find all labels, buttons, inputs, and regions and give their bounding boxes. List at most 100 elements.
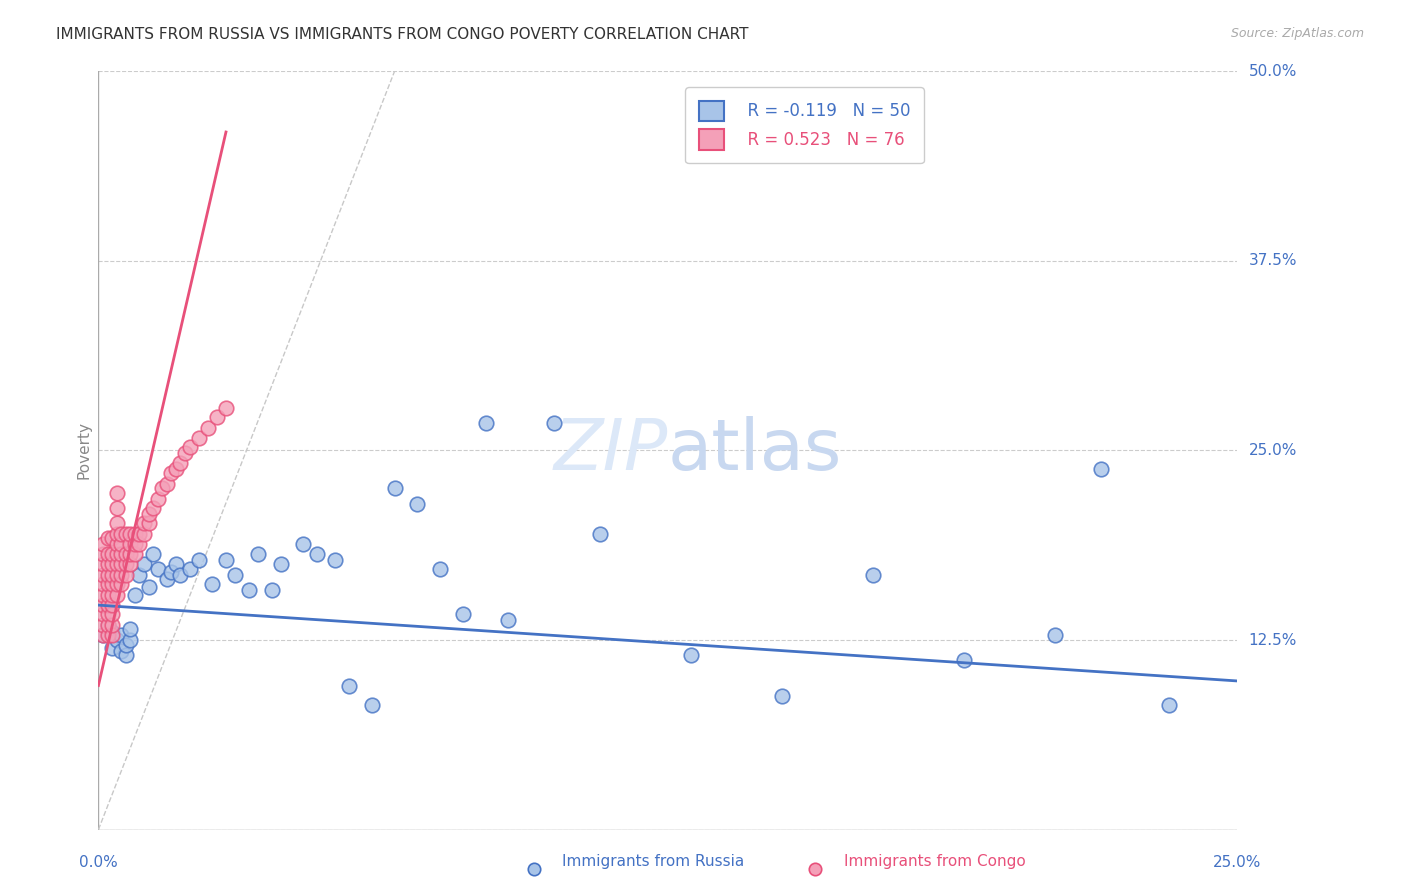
Point bbox=[238, 582, 260, 597]
Point bbox=[114, 648, 136, 662]
Point bbox=[307, 547, 329, 561]
Point bbox=[679, 648, 702, 662]
Point bbox=[160, 565, 183, 579]
Point bbox=[124, 588, 146, 602]
Point bbox=[105, 567, 128, 582]
Point bbox=[124, 547, 146, 561]
Point bbox=[105, 501, 128, 516]
Point bbox=[96, 617, 118, 632]
Point bbox=[804, 862, 827, 876]
Point bbox=[110, 577, 132, 591]
Point bbox=[110, 643, 132, 657]
Point bbox=[120, 526, 142, 541]
Text: 0.0%: 0.0% bbox=[79, 855, 118, 870]
Point bbox=[91, 598, 114, 612]
Point bbox=[101, 640, 124, 655]
Point bbox=[101, 607, 124, 622]
Point bbox=[120, 547, 142, 561]
Text: atlas: atlas bbox=[668, 416, 842, 485]
Point bbox=[91, 607, 114, 622]
Point bbox=[114, 526, 136, 541]
Point bbox=[110, 567, 132, 582]
Point bbox=[105, 526, 128, 541]
Point bbox=[474, 416, 496, 430]
Point bbox=[128, 567, 150, 582]
Point bbox=[138, 516, 160, 531]
Point bbox=[160, 467, 183, 481]
Point bbox=[165, 557, 187, 572]
Point bbox=[114, 567, 136, 582]
Text: 25.0%: 25.0% bbox=[1213, 855, 1261, 870]
Point bbox=[246, 547, 269, 561]
Point bbox=[1043, 628, 1066, 642]
Point bbox=[142, 547, 165, 561]
Point bbox=[323, 552, 346, 566]
Point bbox=[215, 401, 238, 415]
Point bbox=[451, 607, 474, 622]
Point bbox=[124, 537, 146, 551]
Text: 50.0%: 50.0% bbox=[1249, 64, 1296, 78]
Point bbox=[101, 625, 124, 640]
Point bbox=[146, 491, 169, 506]
Point bbox=[165, 461, 187, 475]
Point bbox=[205, 410, 228, 425]
Point bbox=[138, 580, 160, 594]
Point bbox=[128, 537, 150, 551]
Point bbox=[292, 537, 315, 551]
Point bbox=[270, 557, 292, 572]
Point bbox=[96, 598, 118, 612]
Point bbox=[114, 638, 136, 652]
Point bbox=[96, 532, 118, 546]
Point bbox=[150, 482, 173, 496]
Point bbox=[96, 628, 118, 642]
Point bbox=[114, 547, 136, 561]
Point bbox=[105, 633, 128, 648]
Point bbox=[174, 446, 197, 460]
Point bbox=[91, 617, 114, 632]
Point bbox=[120, 537, 142, 551]
Point bbox=[91, 567, 114, 582]
Point bbox=[101, 598, 124, 612]
Point bbox=[179, 562, 201, 576]
Point bbox=[105, 547, 128, 561]
Point bbox=[96, 617, 118, 632]
Point bbox=[953, 653, 976, 667]
Point bbox=[132, 557, 155, 572]
Point bbox=[101, 532, 124, 546]
Text: 37.5%: 37.5% bbox=[1249, 253, 1296, 268]
Point bbox=[96, 577, 118, 591]
Point bbox=[114, 557, 136, 572]
Point bbox=[197, 421, 219, 435]
Point bbox=[224, 567, 246, 582]
Text: IMMIGRANTS FROM RUSSIA VS IMMIGRANTS FROM CONGO POVERTY CORRELATION CHART: IMMIGRANTS FROM RUSSIA VS IMMIGRANTS FRO… bbox=[56, 27, 749, 42]
Point bbox=[101, 588, 124, 602]
Point bbox=[142, 501, 165, 516]
Point bbox=[101, 577, 124, 591]
Point bbox=[91, 628, 114, 642]
Point bbox=[179, 441, 201, 455]
Point bbox=[1090, 461, 1112, 475]
Point bbox=[110, 537, 132, 551]
Point bbox=[124, 526, 146, 541]
Point bbox=[543, 416, 565, 430]
Point bbox=[588, 526, 610, 541]
Point bbox=[91, 577, 114, 591]
Point bbox=[101, 628, 124, 642]
Point bbox=[110, 547, 132, 561]
Text: Source: ZipAtlas.com: Source: ZipAtlas.com bbox=[1230, 27, 1364, 40]
Point bbox=[215, 552, 238, 566]
Point bbox=[105, 516, 128, 531]
Point bbox=[1157, 698, 1180, 713]
Point bbox=[138, 507, 160, 521]
Point bbox=[96, 557, 118, 572]
Point bbox=[101, 547, 124, 561]
Point bbox=[260, 582, 283, 597]
Text: Immigrants from Russia: Immigrants from Russia bbox=[562, 854, 745, 869]
Point bbox=[523, 862, 546, 876]
Point bbox=[132, 526, 155, 541]
Point bbox=[101, 557, 124, 572]
Point bbox=[91, 557, 114, 572]
Point bbox=[120, 633, 142, 648]
Y-axis label: Poverty: Poverty bbox=[76, 421, 91, 480]
Point bbox=[120, 623, 142, 637]
